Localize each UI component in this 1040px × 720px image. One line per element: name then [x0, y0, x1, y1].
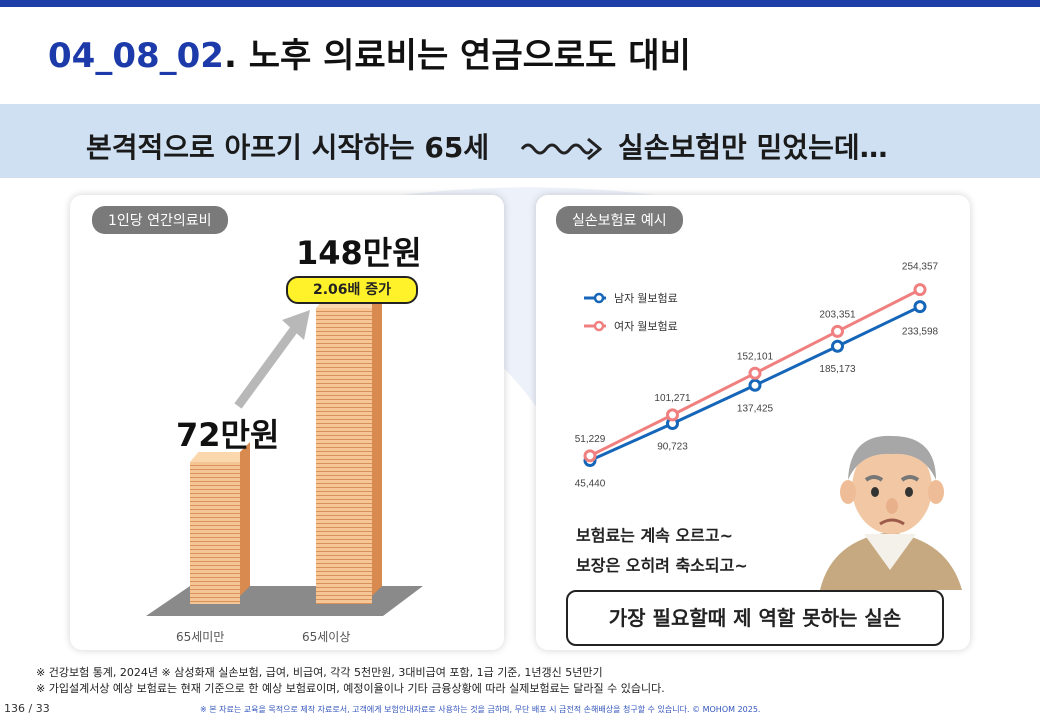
- legend-marker-0: [593, 292, 605, 304]
- message-line1: 보험료는 계속 오르고~: [576, 526, 734, 545]
- banner-right-text: 실손보험만 믿었는데…: [618, 131, 888, 164]
- data-label-0-3: 185,173: [819, 364, 856, 375]
- data-point-1-2: [748, 366, 762, 380]
- data-label-1-3: 203,351: [819, 309, 856, 320]
- page-title: 04_08_02. 노후 의료비는 연금으로도 대비: [48, 28, 691, 77]
- data-label-1-2: 152,101: [737, 351, 774, 362]
- bar-floor-shadow: [146, 586, 423, 616]
- medical-cost-card: [70, 195, 504, 650]
- data-label-0-1: 90,723: [657, 441, 688, 452]
- under65-amount: 72만원: [176, 416, 280, 454]
- banner-left-text: 본격적으로 아프기 시작하는 65세: [86, 131, 490, 164]
- title-text: . 노후 의료비는 연금으로도 대비: [223, 36, 691, 76]
- data-label-1-0: 51,229: [575, 434, 606, 445]
- increase-arrow-icon: [234, 310, 310, 409]
- title-number: 04_08_02: [48, 36, 224, 76]
- data-point-1-4: [913, 283, 927, 297]
- x-label-under65: 65세미만: [176, 630, 225, 644]
- data-point-0-4: [913, 300, 927, 314]
- worried-grandpa-illustration: [820, 435, 962, 590]
- data-label-1-4: 254,357: [902, 262, 939, 273]
- bar-under65: [190, 462, 240, 604]
- medical-cost-pill: 1인당 연간의료비: [92, 206, 228, 234]
- premium-line-chart: 45,440 90,723 137,425 185,173 233,598 남자 월보험료…: [575, 262, 939, 490]
- wavy-arrow-icon: [520, 137, 602, 161]
- legend-label-1: 여자 월보험료: [614, 320, 678, 333]
- note-line1: ※ 건강보험 통계, 2024년 ※ 삼성화재 실손보험, 급여, 비급여, 각…: [36, 666, 603, 679]
- premium-example-pill: 실손보험료 예시: [556, 206, 683, 234]
- data-point-1-0: [583, 449, 597, 463]
- data-point-1-1: [666, 408, 679, 422]
- data-label-0-2: 137,425: [737, 403, 774, 414]
- data-point-0-2: [748, 378, 762, 392]
- banner: [0, 104, 1040, 178]
- data-label-1-1: 101,271: [654, 393, 691, 404]
- top-accent-bar: [0, 0, 1040, 7]
- message-line2: 보장은 오히려 축소되고~: [576, 556, 748, 575]
- footer-disclaimer: ※ 본 자료는 교육을 목적으로 제작 자료로서, 고객에게 보험안내자료로 사…: [200, 705, 761, 714]
- increase-badge: 2.06배 증가: [286, 276, 418, 304]
- legend-label-0: 남자 월보험료: [614, 292, 678, 305]
- conclusion-box: 가장 필요할때 제 역할 못하는 실손: [566, 590, 944, 646]
- x-label-over65: 65세이상: [302, 630, 351, 644]
- data-point-1-3: [831, 324, 844, 338]
- data-label-0-4: 233,598: [902, 327, 939, 338]
- bar-side-under65: [240, 442, 250, 596]
- legend-marker-1: [593, 320, 605, 332]
- bar-side-over65: [372, 288, 382, 596]
- note-line2: ※ 가입설계서상 예상 보험료는 현재 기준으로 한 예상 보험료이며, 예정이…: [36, 682, 665, 695]
- bar-over65: [316, 308, 372, 604]
- data-label-0-0: 45,440: [575, 479, 606, 490]
- page-number: 136 / 33: [4, 702, 50, 715]
- data-point-0-3: [831, 339, 844, 353]
- over65-amount: 148만원: [296, 234, 422, 272]
